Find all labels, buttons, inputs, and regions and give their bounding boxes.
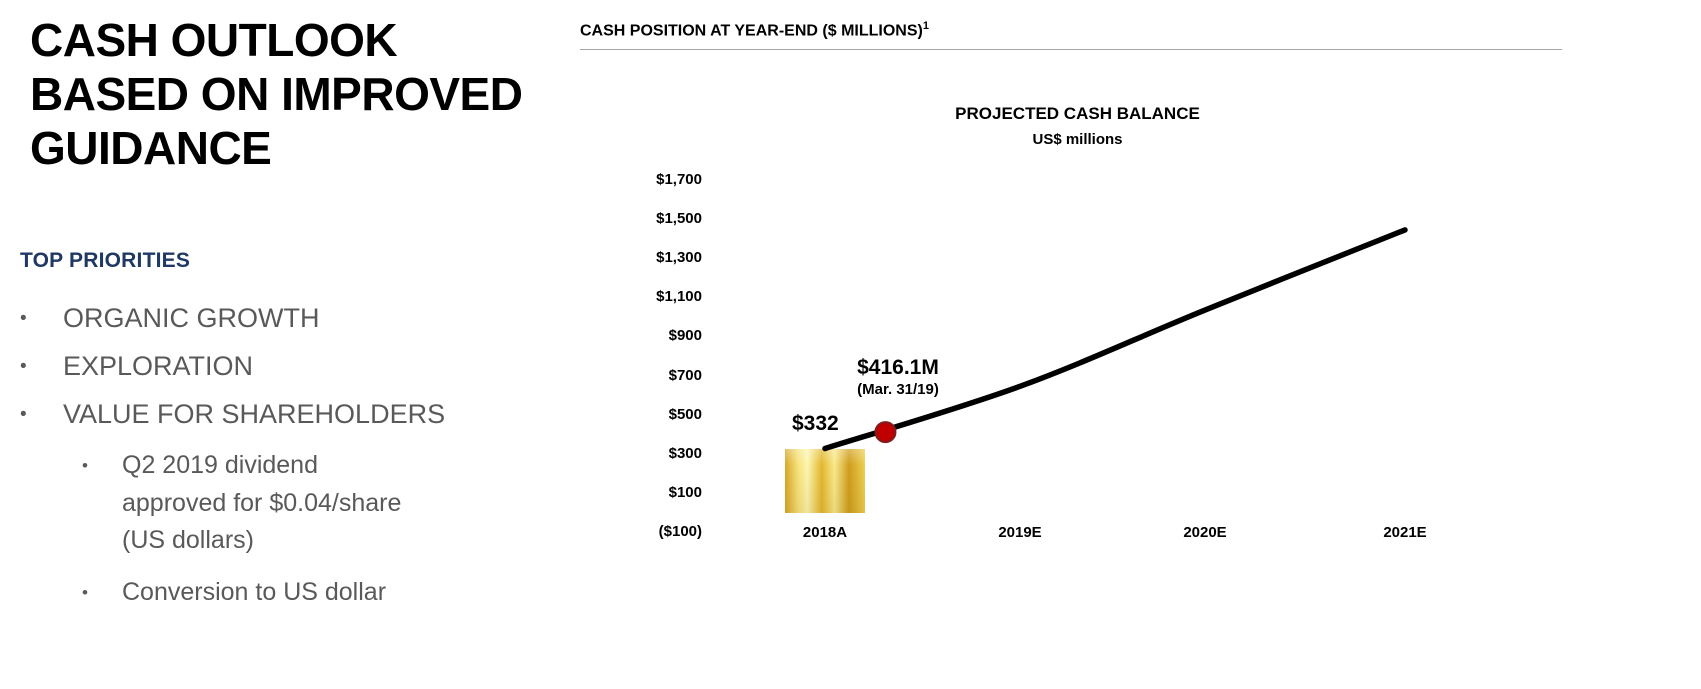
y-axis-tick-label: $500 [668, 405, 702, 423]
bullet-label: EXPLORATION [63, 351, 254, 382]
priorities-heading: TOP PRIORITIES [20, 249, 191, 273]
y-axis-tick-label: $300 [668, 444, 702, 462]
marker-dot [874, 421, 897, 444]
y-axis-tick-label: $1,500 [656, 210, 702, 228]
sub-list: • Q2 2019 dividend approved for $0.04/sha… [82, 447, 575, 611]
y-axis-tick-label: ($100) [658, 523, 702, 540]
chart-header-footnote: 1 [922, 20, 929, 32]
marker-value-label: $416.1M [857, 356, 939, 379]
y-axis-tick-label: $1,100 [656, 288, 702, 306]
point-label-2018: $332 [792, 412, 839, 435]
bullet-label: VALUE FOR SHAREHOLDERS [63, 399, 446, 430]
x-axis-tick-label: 2020E [1183, 524, 1227, 541]
marker-annotation: $416.1M (Mar. 31/19) [828, 356, 968, 398]
y-axis-tick-label: $700 [668, 366, 702, 384]
left-text-panel: CASH OUTLOOK BASED ON IMPROVED GUIDANCE … [20, 14, 575, 625]
chart-subtitle: US$ millions [1032, 131, 1123, 148]
list-item: • ORGANIC GROWTH [20, 303, 575, 334]
sub-list-item: • Conversion to US dollar [82, 574, 575, 612]
bullet-icon: • [20, 308, 27, 330]
sub-list-item: • Q2 2019 dividend approved for $0.04/sha… [82, 447, 575, 560]
bullet-icon: • [20, 404, 27, 426]
chart-header-text: CASH POSITION AT YEAR-END ($ MILLIONS) [580, 22, 923, 40]
chart-title: PROJECTED CASH BALANCE [955, 104, 1200, 123]
list-item: • VALUE FOR SHAREHOLDERS [20, 399, 575, 430]
x-axis-tick-label: 2019E [998, 524, 1042, 541]
x-axis-tick-label: 2021E [1383, 524, 1427, 541]
bullet-label: ORGANIC GROWTH [63, 303, 320, 334]
chart-header-rule [580, 49, 1562, 50]
bullet-icon: • [20, 356, 27, 378]
cash-line [822, 227, 1408, 452]
chart-header: CASH POSITION AT YEAR-END ($ MILLIONS)1 [580, 20, 929, 40]
chart-svg [822, 227, 1408, 452]
slide-title: CASH OUTLOOK BASED ON IMPROVED GUIDANCE [30, 14, 523, 174]
bullet-icon: • [82, 582, 88, 602]
list-item: • EXPLORATION [20, 351, 575, 382]
bullet-icon: • [82, 456, 88, 476]
x-axis-tick-label: 2018A [802, 524, 848, 541]
y-axis-tick-label: $1,700 [656, 171, 702, 188]
y-axis-tick-label: $900 [668, 327, 702, 345]
sub-bullet-label: Q2 2019 dividend approved for $0.04/shar… [122, 451, 402, 555]
gold-bar [785, 448, 865, 514]
marker-date-label: (Mar. 31/19) [857, 381, 939, 398]
sub-bullet-label: Conversion to US dollar [122, 577, 387, 606]
y-axis-tick-label: $1,300 [656, 249, 702, 267]
bullet-list: • ORGANIC GROWTH • EXPLORATION • VALUE FOR SH… [20, 303, 575, 611]
y-axis-tick-label: $100 [668, 483, 702, 501]
chart-panel: CASH POSITION AT YEAR-END ($ MILLIONS)1 … [580, 0, 1701, 689]
